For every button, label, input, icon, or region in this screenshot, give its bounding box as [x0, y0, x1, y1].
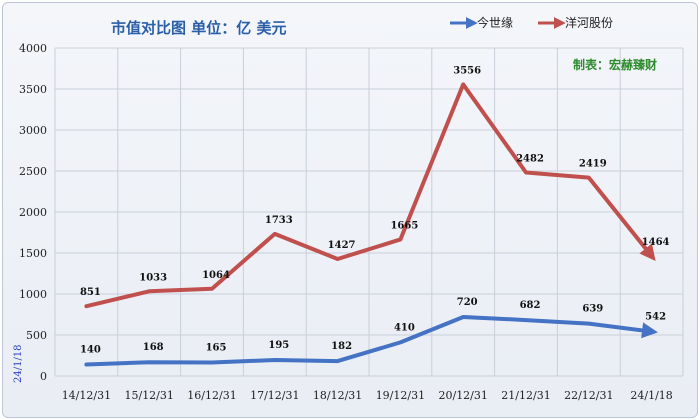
- x-tick-label: 19/12/31: [376, 389, 425, 402]
- x-tick-label: 15/12/31: [124, 389, 173, 402]
- data-label-series-1: 720: [457, 297, 478, 308]
- data-label-series-1: 542: [645, 312, 666, 323]
- x-tick-label: 18/12/31: [313, 389, 362, 402]
- x-tick-label: 22/12/31: [564, 389, 613, 402]
- data-label-series-2: 1033: [139, 272, 167, 283]
- y-tick-label: 0: [40, 370, 47, 383]
- y-tick-label: 3500: [19, 83, 47, 96]
- y-tick-label: 500: [26, 329, 47, 342]
- y-tick-label: 1500: [19, 247, 47, 260]
- x-tick-label: 17/12/31: [250, 389, 299, 402]
- line-chart: 140 168 165 195 182 410 720 682 639 542 851 1033 106…: [13, 15, 684, 402]
- data-label-series-1: 165: [206, 342, 227, 353]
- data-label-series-2: 851: [80, 287, 101, 298]
- data-label-series-2: 2482: [516, 153, 544, 164]
- x-tick-label: 14/12/31: [62, 389, 111, 402]
- data-label-series-2: 1064: [202, 270, 230, 281]
- data-label-series-1: 410: [394, 322, 415, 333]
- y-tick-label: 2500: [19, 165, 47, 178]
- axis-ticks: 0 500 1000 1500 2000 2500 3000 3500 4000 14/12/31…: [19, 42, 673, 402]
- data-label-series-2: 1733: [265, 215, 293, 226]
- series-group: [84, 82, 658, 367]
- data-label-series-1: 140: [80, 345, 101, 356]
- side-date-label: 24/1/18: [13, 344, 24, 383]
- data-label-series-2: 1464: [642, 237, 670, 248]
- data-label-series-2: 2419: [579, 159, 607, 170]
- legend: 今世缘 洋河股份: [450, 15, 613, 30]
- x-tick-label: 20/12/31: [438, 389, 487, 402]
- data-labels: 140 168 165 195 182 410 720 682 639 542 851 1033 106…: [80, 65, 670, 355]
- legend-label-series-1: 今世缘: [477, 15, 513, 30]
- legend-label-series-2: 洋河股份: [565, 15, 613, 30]
- data-label-series-1: 195: [268, 340, 289, 351]
- y-tick-label: 3000: [19, 124, 47, 137]
- y-tick-label: 1000: [19, 288, 47, 301]
- x-tick-label: 16/12/31: [187, 389, 236, 402]
- x-tick-label: 24/1/18: [630, 389, 672, 402]
- data-label-series-2: 1427: [328, 240, 356, 251]
- y-tick-label: 4000: [19, 42, 47, 55]
- data-label-series-1: 168: [143, 342, 164, 353]
- chart-title: 市值对比图 单位：亿 美元: [111, 19, 286, 37]
- data-label-series-1: 682: [520, 300, 541, 311]
- data-label-series-1: 639: [582, 304, 603, 315]
- data-label-series-2: 1665: [390, 220, 418, 231]
- series-line-2: [84, 82, 656, 309]
- data-label-series-1: 182: [331, 341, 352, 352]
- grid: [54, 47, 684, 377]
- data-label-series-2: 3556: [453, 65, 481, 76]
- y-tick-label: 2000: [19, 206, 47, 219]
- chart-credit: 制表：宏赫臻财: [573, 57, 657, 72]
- x-tick-label: 21/12/31: [501, 389, 550, 402]
- series-line-1: [84, 314, 658, 367]
